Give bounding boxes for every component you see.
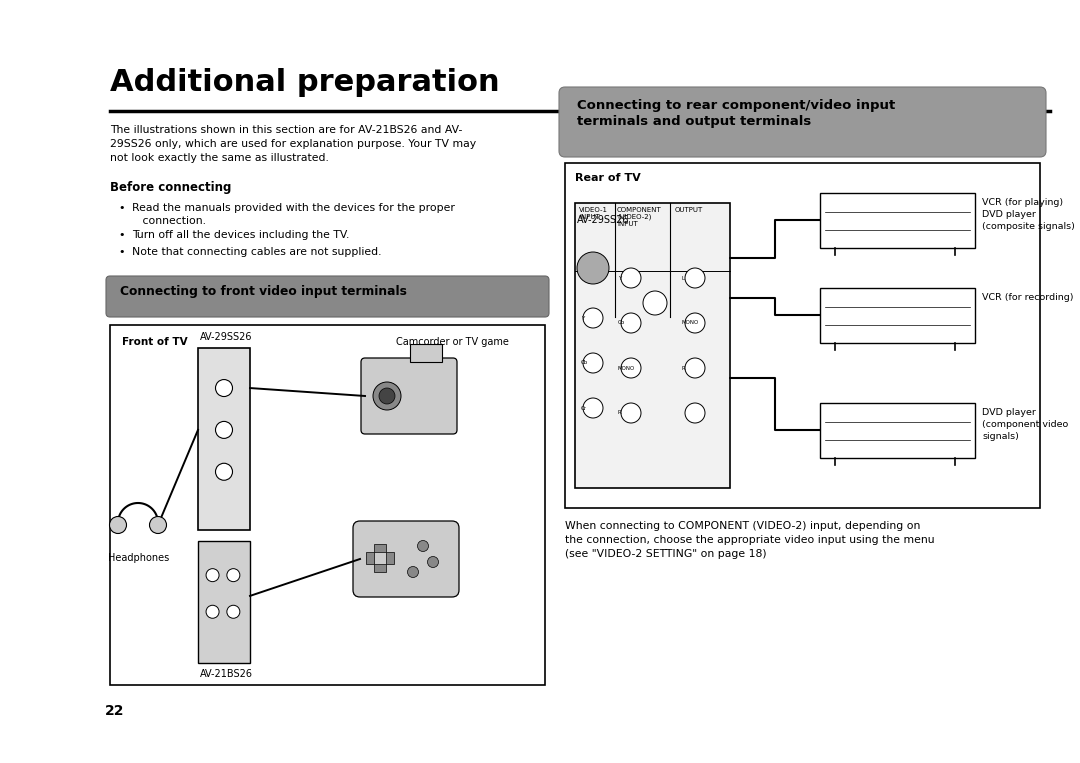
Text: Y: Y [618,275,621,281]
Text: VCR (for playing)
DVD player
(composite signals): VCR (for playing) DVD player (composite … [982,198,1075,230]
Bar [820,403,975,458]
Circle shape [216,379,232,397]
FancyBboxPatch shape [361,358,457,434]
Text: Cb: Cb [618,320,625,326]
Text: OUTPUT: OUTPUT [675,207,703,213]
Text: DVD player
(component video
signals): DVD player (component video signals) [982,408,1068,440]
Text: Connecting to rear component/video input
terminals and output terminals: Connecting to rear component/video input… [577,99,895,128]
Bar [198,348,249,530]
Circle shape [621,268,642,288]
Text: •: • [118,247,124,257]
Circle shape [621,313,642,333]
Text: Rear of TV: Rear of TV [575,173,640,183]
Circle shape [206,605,219,618]
Text: VIDEO-1
INPUT: VIDEO-1 INPUT [579,207,608,220]
Circle shape [206,568,219,581]
Text: •: • [118,203,124,213]
Bar [110,325,545,685]
Text: MONO: MONO [681,320,699,326]
Text: R: R [618,410,622,416]
Bar [386,552,394,564]
Text: AV-29SS26: AV-29SS26 [577,215,630,225]
Circle shape [577,252,609,284]
Circle shape [418,540,429,552]
Text: Cr: Cr [581,405,588,410]
Circle shape [379,388,395,404]
Circle shape [227,568,240,581]
Circle shape [621,358,642,378]
Text: Read the manuals provided with the devices for the proper
   connection.: Read the manuals provided with the devic… [132,203,455,226]
Circle shape [216,463,232,480]
Bar [820,193,975,248]
Text: Headphones: Headphones [108,553,170,563]
Bar [366,552,374,564]
Bar [820,288,975,343]
Text: AV-21BS26: AV-21BS26 [200,669,253,679]
Bar [198,541,249,663]
Text: R: R [681,365,686,371]
Text: AV-29SS26: AV-29SS26 [200,332,253,342]
Circle shape [149,517,166,533]
Text: Additional preparation: Additional preparation [110,68,500,97]
Circle shape [407,566,419,578]
Text: Cb: Cb [581,360,589,365]
FancyBboxPatch shape [353,521,459,597]
Circle shape [216,421,232,439]
Bar [374,544,386,552]
Text: 22: 22 [105,704,124,718]
Bar [374,564,386,572]
Circle shape [643,291,667,315]
Text: L: L [681,275,685,281]
Text: Y: Y [581,315,584,320]
Text: MONO: MONO [618,365,635,371]
Text: The illustrations shown in this section are for AV-21BS26 and AV-
29SS26 only, w: The illustrations shown in this section … [110,125,476,163]
Bar [575,203,730,488]
Text: VCR (for recording): VCR (for recording) [982,293,1074,302]
Circle shape [621,403,642,423]
Circle shape [685,313,705,333]
Circle shape [373,382,401,410]
Circle shape [583,353,603,373]
Bar [565,163,1040,508]
Circle shape [109,517,126,533]
Circle shape [685,268,705,288]
Text: Turn off all the devices including the TV.: Turn off all the devices including the T… [132,230,349,240]
Circle shape [428,556,438,568]
Text: Camcorder or TV game: Camcorder or TV game [395,337,509,347]
Text: COMPONENT
(VIDEO-2)
INPUT: COMPONENT (VIDEO-2) INPUT [617,207,662,227]
Circle shape [227,605,240,618]
Text: Front of TV: Front of TV [122,337,188,347]
Circle shape [583,398,603,418]
Circle shape [583,308,603,328]
Bar [410,344,442,362]
Text: Before connecting: Before connecting [110,181,231,194]
Text: •: • [118,230,124,240]
FancyBboxPatch shape [559,87,1047,157]
FancyBboxPatch shape [106,276,549,317]
Text: Note that connecting cables are not supplied.: Note that connecting cables are not supp… [132,247,381,257]
Circle shape [685,403,705,423]
Text: Connecting to front video input terminals: Connecting to front video input terminal… [120,285,407,298]
Circle shape [685,358,705,378]
Text: When connecting to COMPONENT (VIDEO-2) input, depending on
the connection, choos: When connecting to COMPONENT (VIDEO-2) i… [565,521,934,559]
